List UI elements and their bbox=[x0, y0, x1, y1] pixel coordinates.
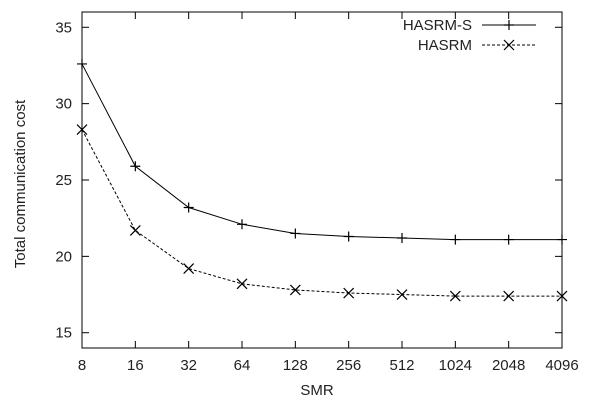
data-point-cross-marker bbox=[396, 289, 408, 300]
data-point-plus-marker bbox=[290, 228, 301, 239]
x-tick-label: 32 bbox=[180, 357, 197, 374]
data-point-plus-marker bbox=[504, 20, 514, 30]
data-point-cross-marker bbox=[503, 290, 515, 302]
x-tick-label: 512 bbox=[389, 357, 414, 374]
data-point-cross-marker bbox=[289, 284, 301, 296]
legend-label: HASRM-S bbox=[403, 17, 472, 34]
data-point-cross-marker bbox=[556, 290, 568, 302]
data-point-plus-marker bbox=[503, 234, 514, 245]
x-axis-title: SMR bbox=[300, 382, 334, 399]
series-line bbox=[81, 129, 562, 297]
series-hasrm-s bbox=[77, 58, 567, 245]
plot-frame bbox=[81, 11, 563, 349]
x-tick-label: 16 bbox=[127, 357, 144, 374]
y-tick-label: 15 bbox=[55, 325, 72, 342]
data-point-plus-marker bbox=[77, 58, 87, 69]
x-tick-label: 4096 bbox=[545, 357, 578, 374]
x-tick-label: 2048 bbox=[492, 357, 525, 374]
data-point-cross-marker bbox=[503, 39, 515, 51]
y-tick-label: 30 bbox=[55, 96, 72, 113]
y-tick-label: 35 bbox=[55, 19, 72, 36]
x-tick-label: 128 bbox=[283, 357, 308, 374]
data-point-cross-marker bbox=[343, 287, 355, 299]
data-point-cross-marker bbox=[449, 290, 461, 302]
data-point-plus-marker bbox=[343, 231, 354, 242]
x-tick-label: 256 bbox=[336, 357, 361, 374]
series-line bbox=[81, 63, 562, 241]
legend-label: HASRM bbox=[418, 37, 472, 54]
series-hasrm bbox=[76, 124, 568, 302]
data-point-plus-marker bbox=[183, 202, 194, 213]
data-point-plus-marker bbox=[130, 161, 141, 172]
data-point-cross-marker bbox=[183, 263, 195, 275]
y-axis: 15 20 25 30 35 bbox=[55, 19, 562, 342]
data-point-cross-marker bbox=[129, 224, 141, 236]
x-axis: 8 16 32 64 128 256 512 1024 2048 4096 bbox=[78, 12, 579, 374]
y-axis-title: Total communication cost bbox=[12, 99, 29, 268]
data-point-cross-marker bbox=[236, 278, 248, 290]
data-point-cross-marker bbox=[76, 124, 88, 136]
legend: HASRM-S HASRM bbox=[403, 17, 536, 54]
data-point-plus-marker bbox=[397, 233, 407, 244]
x-tick-label: 64 bbox=[234, 357, 251, 374]
x-tick-label: 1024 bbox=[439, 357, 472, 374]
data-point-plus-marker bbox=[450, 234, 461, 245]
series-layer bbox=[76, 58, 568, 302]
x-tick-label: 8 bbox=[78, 357, 86, 374]
y-tick-label: 25 bbox=[55, 172, 72, 189]
plot-area bbox=[81, 11, 563, 349]
data-point-plus-marker bbox=[557, 234, 567, 245]
data-point-plus-marker bbox=[237, 219, 247, 230]
y-tick-label: 20 bbox=[55, 248, 72, 265]
